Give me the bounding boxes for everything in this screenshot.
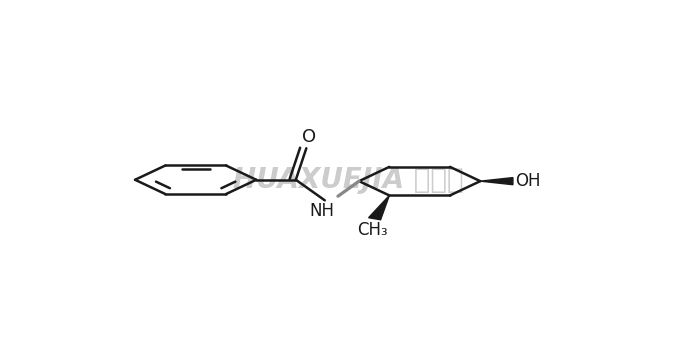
Text: NH: NH — [309, 202, 335, 220]
Polygon shape — [480, 178, 513, 185]
Text: OH: OH — [515, 172, 541, 190]
Text: CH₃: CH₃ — [356, 221, 388, 240]
Text: O: O — [302, 128, 316, 146]
Polygon shape — [369, 195, 390, 220]
Text: HUAXUEJIA 化学家: HUAXUEJIA 化学家 — [233, 166, 464, 194]
